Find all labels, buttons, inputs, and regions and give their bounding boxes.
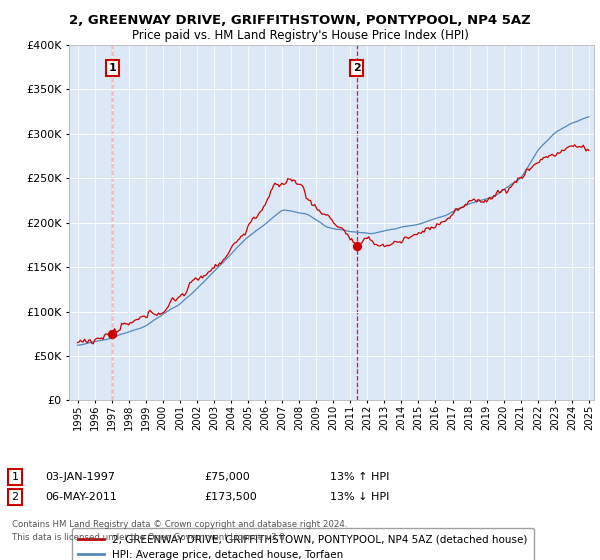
Text: Contains HM Land Registry data © Crown copyright and database right 2024.: Contains HM Land Registry data © Crown c… (12, 520, 347, 529)
Point (352, 242, 361, 251)
Text: £173,500: £173,500 (204, 492, 257, 502)
Point (107, 329, 117, 338)
Text: 06-MAY-2011: 06-MAY-2011 (45, 492, 117, 502)
Text: 1: 1 (109, 63, 116, 73)
Text: 2: 2 (11, 492, 19, 502)
Text: 13% ↑ HPI: 13% ↑ HPI (330, 472, 389, 482)
Text: 1: 1 (11, 472, 19, 482)
Text: 2, GREENWAY DRIVE, GRIFFITHSTOWN, PONTYPOOL, NP4 5AZ: 2, GREENWAY DRIVE, GRIFFITHSTOWN, PONTYP… (69, 14, 531, 27)
Text: Price paid vs. HM Land Registry's House Price Index (HPI): Price paid vs. HM Land Registry's House … (131, 29, 469, 42)
Text: This data is licensed under the Open Government Licence v3.0.: This data is licensed under the Open Gov… (12, 533, 287, 542)
Text: £75,000: £75,000 (204, 472, 250, 482)
Text: 2: 2 (353, 63, 361, 73)
Text: 03-JAN-1997: 03-JAN-1997 (45, 472, 115, 482)
Text: 13% ↓ HPI: 13% ↓ HPI (330, 492, 389, 502)
Legend: 2, GREENWAY DRIVE, GRIFFITHSTOWN, PONTYPOOL, NP4 5AZ (detached house), HPI: Aver: 2, GREENWAY DRIVE, GRIFFITHSTOWN, PONTYP… (71, 528, 534, 560)
